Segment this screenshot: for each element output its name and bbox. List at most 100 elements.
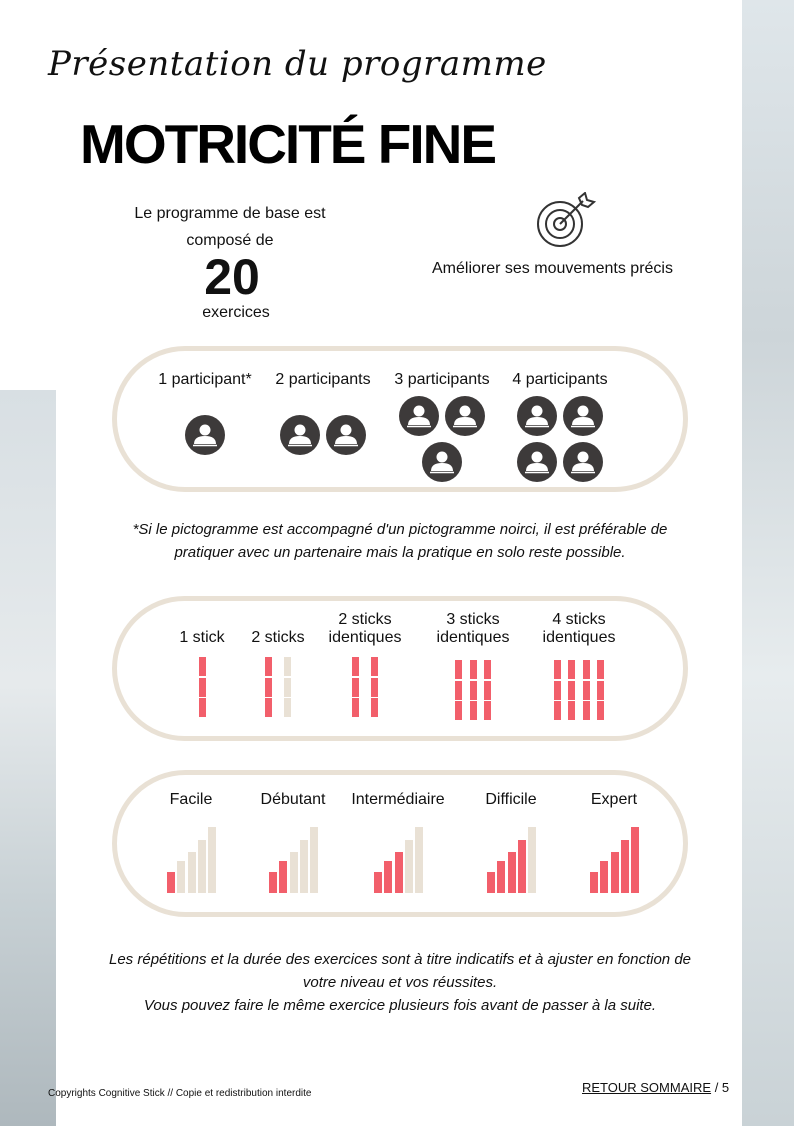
stick-label-line1: 2 sticks	[251, 629, 305, 646]
stick-label-line2: identiques	[328, 629, 402, 646]
footer-nav: RETOUR SOMMAIRE / 5	[582, 1080, 729, 1095]
stick-segment	[265, 657, 272, 676]
stick-segment	[596, 660, 604, 679]
footer-note: Les répétitions et la durée des exercice…	[60, 948, 740, 1017]
stick-segment	[352, 657, 359, 676]
stick-segment	[483, 701, 491, 720]
level-label: Facile	[169, 791, 213, 808]
level-bar	[279, 861, 288, 893]
level-bar	[415, 827, 424, 893]
person-icon	[517, 396, 557, 436]
person-icon	[280, 415, 320, 455]
level-label: Difficile	[485, 791, 537, 808]
sticks-panel	[112, 596, 688, 741]
stick-segment	[284, 698, 291, 717]
level-label: Débutant	[260, 791, 326, 808]
level-bar	[631, 827, 640, 893]
person-icon	[399, 396, 439, 436]
level-bar	[620, 840, 629, 893]
level-bar	[507, 852, 516, 893]
participant-label: 2 participants	[275, 371, 371, 388]
note-line2: pratiquer avec un partenaire mais la pra…	[174, 544, 626, 561]
level-label: Expert	[590, 791, 638, 808]
participant-label: 3 participants	[394, 371, 490, 388]
person-icon	[563, 442, 603, 482]
stick-label: 2 sticks identiques	[295, 611, 435, 647]
stick-segment	[582, 701, 590, 720]
participant-label: 1 participant*	[158, 371, 252, 388]
level-bar	[404, 840, 413, 893]
person-icon	[185, 415, 225, 455]
level-bar	[177, 861, 186, 893]
stick-segment	[596, 701, 604, 720]
person-icon	[326, 415, 366, 455]
background-photo-right	[742, 0, 794, 1126]
level-bar	[394, 852, 403, 893]
stick-segment	[284, 657, 291, 676]
background-photo-left	[0, 390, 56, 1126]
person-icon	[563, 396, 603, 436]
person-icon	[422, 442, 462, 482]
stick-segment	[568, 660, 576, 679]
stick-label-line1: 2 sticks	[338, 611, 392, 628]
person-icon	[445, 396, 485, 436]
back-to-summary-link[interactable]: RETOUR SOMMAIRE	[582, 1080, 712, 1095]
level-bar	[310, 827, 319, 893]
intro-line1: Le programme de base est	[134, 205, 326, 222]
script-title: Présentation du programme	[48, 44, 547, 84]
stick-segment	[568, 680, 576, 700]
level-label: Intermédiaire	[351, 791, 445, 808]
person-icon	[517, 442, 557, 482]
stick-segment	[483, 680, 491, 700]
stick-label-line1: 3 sticks	[446, 611, 500, 628]
goal-text: Améliorer ses mouvements précis	[432, 260, 673, 277]
stick-segment	[198, 657, 206, 676]
stick-segment	[568, 701, 576, 720]
participant-label: 4 participants	[512, 371, 608, 388]
level-bar	[289, 852, 298, 893]
stick-segment	[582, 660, 590, 679]
stick-segment	[455, 680, 463, 700]
level-bar	[528, 827, 537, 893]
footer-note-line2: votre niveau et vos réussites.	[302, 974, 498, 991]
stick-segment	[554, 660, 562, 679]
stick-segment	[554, 701, 562, 720]
level-bar	[610, 852, 619, 893]
level-bar	[384, 861, 393, 893]
stick-segment	[265, 698, 272, 717]
level-bar	[487, 872, 495, 893]
stick-segment	[352, 677, 359, 697]
page-number: / 5	[714, 1080, 730, 1095]
stick-label-line1: 4 sticks	[552, 611, 606, 628]
page-title: MOTRICITÉ FINE	[80, 113, 497, 175]
copyright: Copyrights Cognitive Stick // Copie et r…	[48, 1088, 312, 1099]
footer-note-line1: Les répétitions et la durée des exercice…	[109, 951, 691, 968]
stick-segment	[469, 660, 477, 679]
stick-label-line1: 1 stick	[179, 629, 225, 646]
footer-note-line3: Vous pouvez faire le même exercice plusi…	[143, 997, 657, 1014]
stick-segment	[371, 657, 378, 676]
level-bar	[208, 827, 217, 893]
stick-segment	[198, 677, 206, 697]
stick-label-line2: identiques	[436, 629, 510, 646]
stick-segment	[352, 698, 359, 717]
stick-segment	[483, 660, 491, 679]
stick-label: 1 stick	[132, 629, 272, 647]
stick-label: 4 sticks identiques	[509, 611, 649, 647]
level-bar	[187, 852, 196, 893]
level-bar	[497, 861, 506, 893]
stick-segment	[284, 677, 291, 697]
stick-segment	[371, 677, 378, 697]
stick-segment	[582, 680, 590, 700]
level-bar	[590, 872, 598, 893]
exercise-unit: exercices	[202, 304, 270, 321]
level-bar	[374, 872, 382, 893]
stick-segment	[198, 698, 206, 717]
stick-segment	[554, 680, 562, 700]
stick-segment	[455, 701, 463, 720]
note-line1: *Si le pictogramme est accompagné d'un p…	[132, 521, 668, 538]
level-bar	[517, 840, 526, 893]
level-bar	[167, 872, 175, 893]
participant-note: *Si le pictogramme est accompagné d'un p…	[80, 518, 720, 564]
stick-segment	[371, 698, 378, 717]
